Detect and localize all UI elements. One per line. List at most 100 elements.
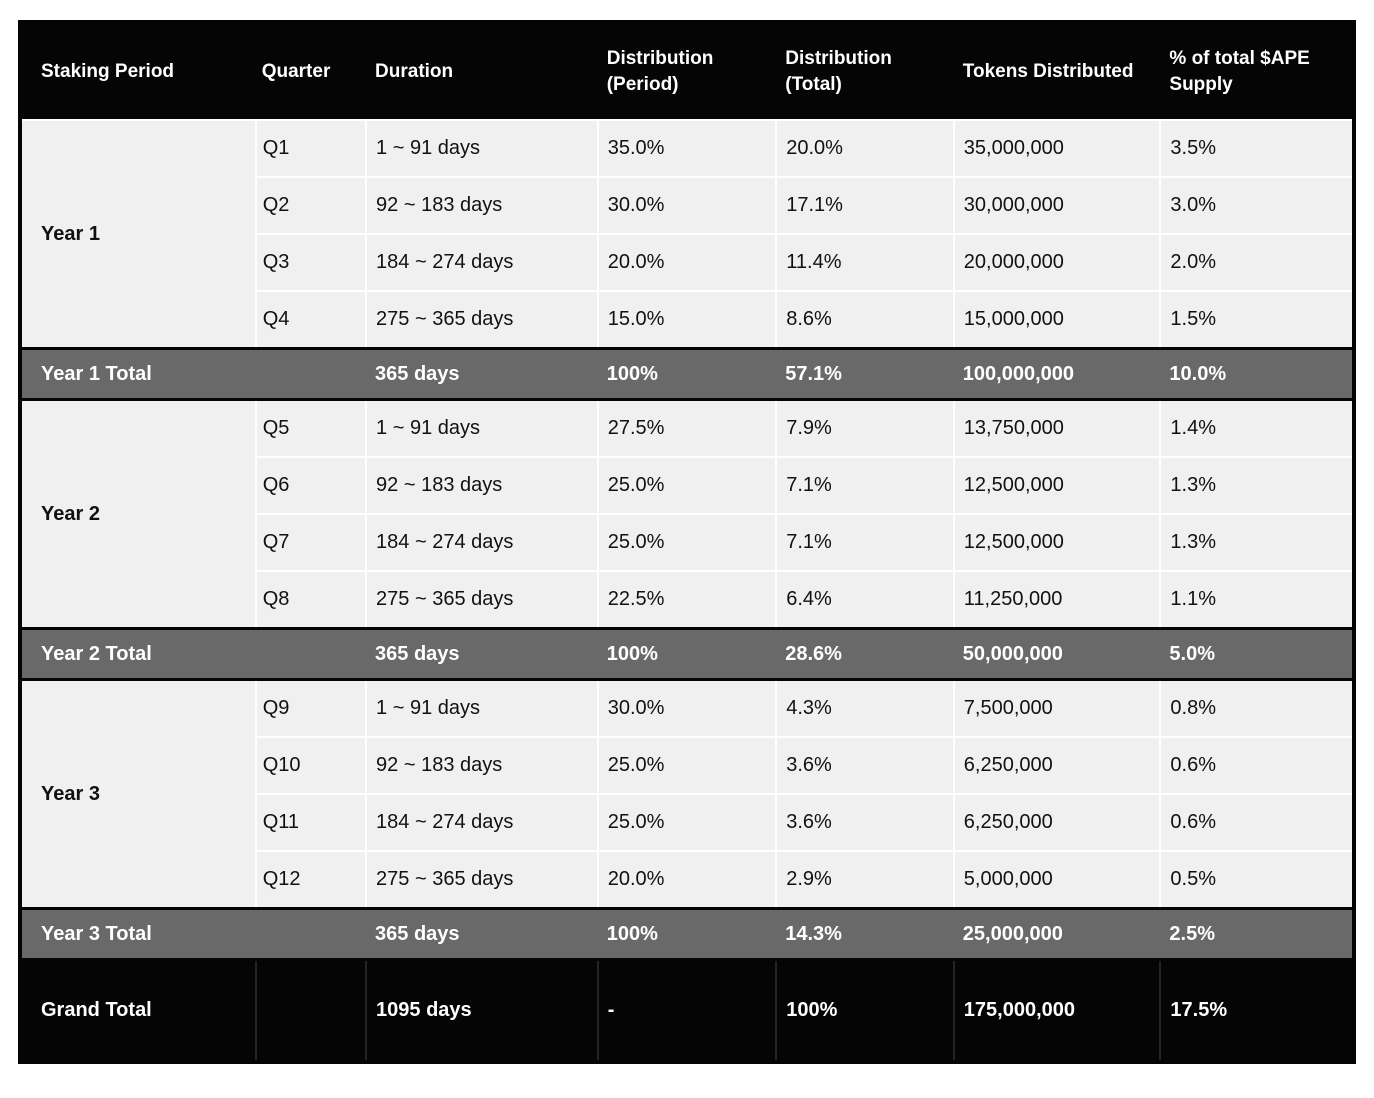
year2-total-row: Year 2 Total 365 days 100% 28.6% 50,000,…: [20, 627, 1354, 681]
cell-total-label: Year 1 Total: [20, 347, 256, 401]
cell-duration: 365 days: [366, 347, 598, 401]
table-row-q7: Q7 184 ~ 274 days 25.0% 7.1% 12,500,000 …: [20, 513, 1354, 571]
cell-duration: 92 ~ 183 days: [365, 736, 598, 794]
cell-supply-percent: 2.0%: [1159, 233, 1354, 291]
cell-duration: 184 ~ 274 days: [365, 793, 598, 851]
column-header-duration: Duration: [366, 22, 598, 120]
table-row-q9: Year 3 Q9 1 ~ 91 days 30.0% 4.3% 7,500,0…: [20, 678, 1354, 909]
cell-duration: 275 ~ 365 days: [365, 850, 598, 909]
cell-supply-percent: 5.0%: [1160, 627, 1354, 681]
cell-supply-percent: 0.6%: [1159, 793, 1354, 851]
cell-supply-percent: 17.5%: [1159, 959, 1354, 1062]
cell-distribution-total: 7.9%: [775, 398, 954, 457]
cell-distribution-total: 2.9%: [775, 850, 954, 909]
cell-quarter: Q4: [254, 290, 367, 349]
column-header-supply-percent: % of total $APE Supply: [1160, 22, 1354, 120]
cell-supply-percent: 1.3%: [1159, 513, 1354, 571]
cell-supply-percent: 2.5%: [1160, 907, 1354, 961]
column-header-staking-period: Staking Period: [20, 22, 256, 120]
cell-duration: 1095 days: [365, 959, 598, 1062]
cell-tokens-distributed: 7,500,000: [952, 678, 1161, 737]
column-header-quarter: Quarter: [255, 22, 367, 120]
table-row-q6: Q6 92 ~ 183 days 25.0% 7.1% 12,500,000 1…: [20, 456, 1354, 514]
cell-distribution-period: 30.0%: [596, 176, 777, 234]
cell-distribution-total: 7.1%: [775, 513, 954, 571]
cell-distribution-period: 25.0%: [596, 513, 777, 571]
cell-distribution-total: 11.4%: [775, 233, 954, 291]
year-group-cell-year1: Year 1: [20, 119, 256, 349]
cell-distribution-total: 14.3%: [776, 907, 954, 961]
year-group-cell-year2: Year 2: [20, 398, 256, 629]
cell-supply-percent: 3.5%: [1159, 119, 1354, 177]
cell-duration: 184 ~ 274 days: [365, 233, 598, 291]
cell-duration: 1 ~ 91 days: [365, 678, 598, 737]
cell-tokens-distributed: 11,250,000: [952, 570, 1161, 629]
cell-duration: 275 ~ 365 days: [365, 570, 598, 629]
cell-supply-percent: 10.0%: [1160, 347, 1354, 401]
cell-distribution-total: 7.1%: [775, 456, 954, 514]
staking-distribution-table-container: Staking Period Quarter Duration Distribu…: [18, 20, 1356, 1064]
cell-distribution-period: 20.0%: [596, 850, 777, 909]
cell-supply-percent: 1.3%: [1159, 456, 1354, 514]
cell-supply-percent: 3.0%: [1159, 176, 1354, 234]
cell-distribution-period: 15.0%: [596, 290, 777, 349]
table-row-q3: Q3 184 ~ 274 days 20.0% 11.4% 20,000,000…: [20, 233, 1354, 291]
cell-distribution-period: 30.0%: [596, 678, 777, 737]
table-row-q1: Year 1 Q1 1 ~ 91 days 35.0% 20.0% 35,000…: [20, 119, 1354, 349]
cell-tokens-distributed: 30,000,000: [952, 176, 1161, 234]
cell-distribution-total: 3.6%: [775, 793, 954, 851]
cell-tokens-distributed: 25,000,000: [953, 907, 1161, 961]
cell-supply-percent: 0.5%: [1159, 850, 1354, 909]
table-row-q11: Q11 184 ~ 274 days 25.0% 3.6% 6,250,000 …: [20, 793, 1354, 851]
cell-quarter: [255, 347, 367, 401]
cell-quarter: [255, 907, 367, 961]
cell-duration: 1 ~ 91 days: [365, 398, 598, 457]
cell-distribution-total: 6.4%: [775, 570, 954, 629]
cell-distribution-period: 25.0%: [596, 793, 777, 851]
cell-quarter: Q5: [254, 398, 367, 457]
cell-supply-percent: 1.4%: [1159, 398, 1354, 457]
cell-distribution-period: 20.0%: [596, 233, 777, 291]
cell-supply-percent: 1.5%: [1159, 290, 1354, 349]
cell-tokens-distributed: 12,500,000: [952, 513, 1161, 571]
year1-total-row: Year 1 Total 365 days 100% 57.1% 100,000…: [20, 347, 1354, 401]
cell-distribution-total: 8.6%: [775, 290, 954, 349]
cell-distribution-period: 100%: [597, 627, 777, 681]
cell-distribution-period: -: [596, 959, 777, 1062]
cell-tokens-distributed: 6,250,000: [952, 793, 1161, 851]
cell-distribution-total: 3.6%: [775, 736, 954, 794]
cell-duration: 365 days: [366, 907, 598, 961]
cell-distribution-total: 20.0%: [775, 119, 954, 177]
table-row-q2: Q2 92 ~ 183 days 30.0% 17.1% 30,000,000 …: [20, 176, 1354, 234]
cell-duration: 92 ~ 183 days: [365, 176, 598, 234]
cell-quarter: Q3: [254, 233, 367, 291]
cell-duration: 1 ~ 91 days: [365, 119, 598, 177]
cell-duration: 92 ~ 183 days: [365, 456, 598, 514]
cell-quarter: [255, 627, 367, 681]
year-group-cell-year3: Year 3: [20, 678, 256, 909]
cell-tokens-distributed: 20,000,000: [952, 233, 1161, 291]
header-row: Staking Period Quarter Duration Distribu…: [20, 22, 1354, 120]
cell-quarter: Q2: [254, 176, 367, 234]
cell-quarter: Q9: [254, 678, 367, 737]
cell-distribution-total: 57.1%: [776, 347, 954, 401]
cell-tokens-distributed: 50,000,000: [953, 627, 1161, 681]
table-row-q5: Year 2 Q5 1 ~ 91 days 27.5% 7.9% 13,750,…: [20, 398, 1354, 629]
cell-distribution-period: 25.0%: [596, 456, 777, 514]
cell-quarter: Q11: [254, 793, 367, 851]
cell-duration: 184 ~ 274 days: [365, 513, 598, 571]
cell-tokens-distributed: 6,250,000: [952, 736, 1161, 794]
cell-supply-percent: 1.1%: [1159, 570, 1354, 629]
cell-total-label: Year 2 Total: [20, 627, 256, 681]
cell-tokens-distributed: 100,000,000: [953, 347, 1161, 401]
cell-distribution-period: 100%: [597, 347, 777, 401]
cell-supply-percent: 0.8%: [1159, 678, 1354, 737]
cell-tokens-distributed: 5,000,000: [952, 850, 1161, 909]
cell-duration: 365 days: [366, 627, 598, 681]
cell-quarter: Q6: [254, 456, 367, 514]
cell-distribution-total: 17.1%: [775, 176, 954, 234]
table-row-q4: Q4 275 ~ 365 days 15.0% 8.6% 15,000,000 …: [20, 290, 1354, 349]
cell-distribution-period: 22.5%: [596, 570, 777, 629]
column-header-distribution-period: Distribution (Period): [597, 22, 777, 120]
column-header-tokens-distributed: Tokens Distributed: [953, 22, 1161, 120]
